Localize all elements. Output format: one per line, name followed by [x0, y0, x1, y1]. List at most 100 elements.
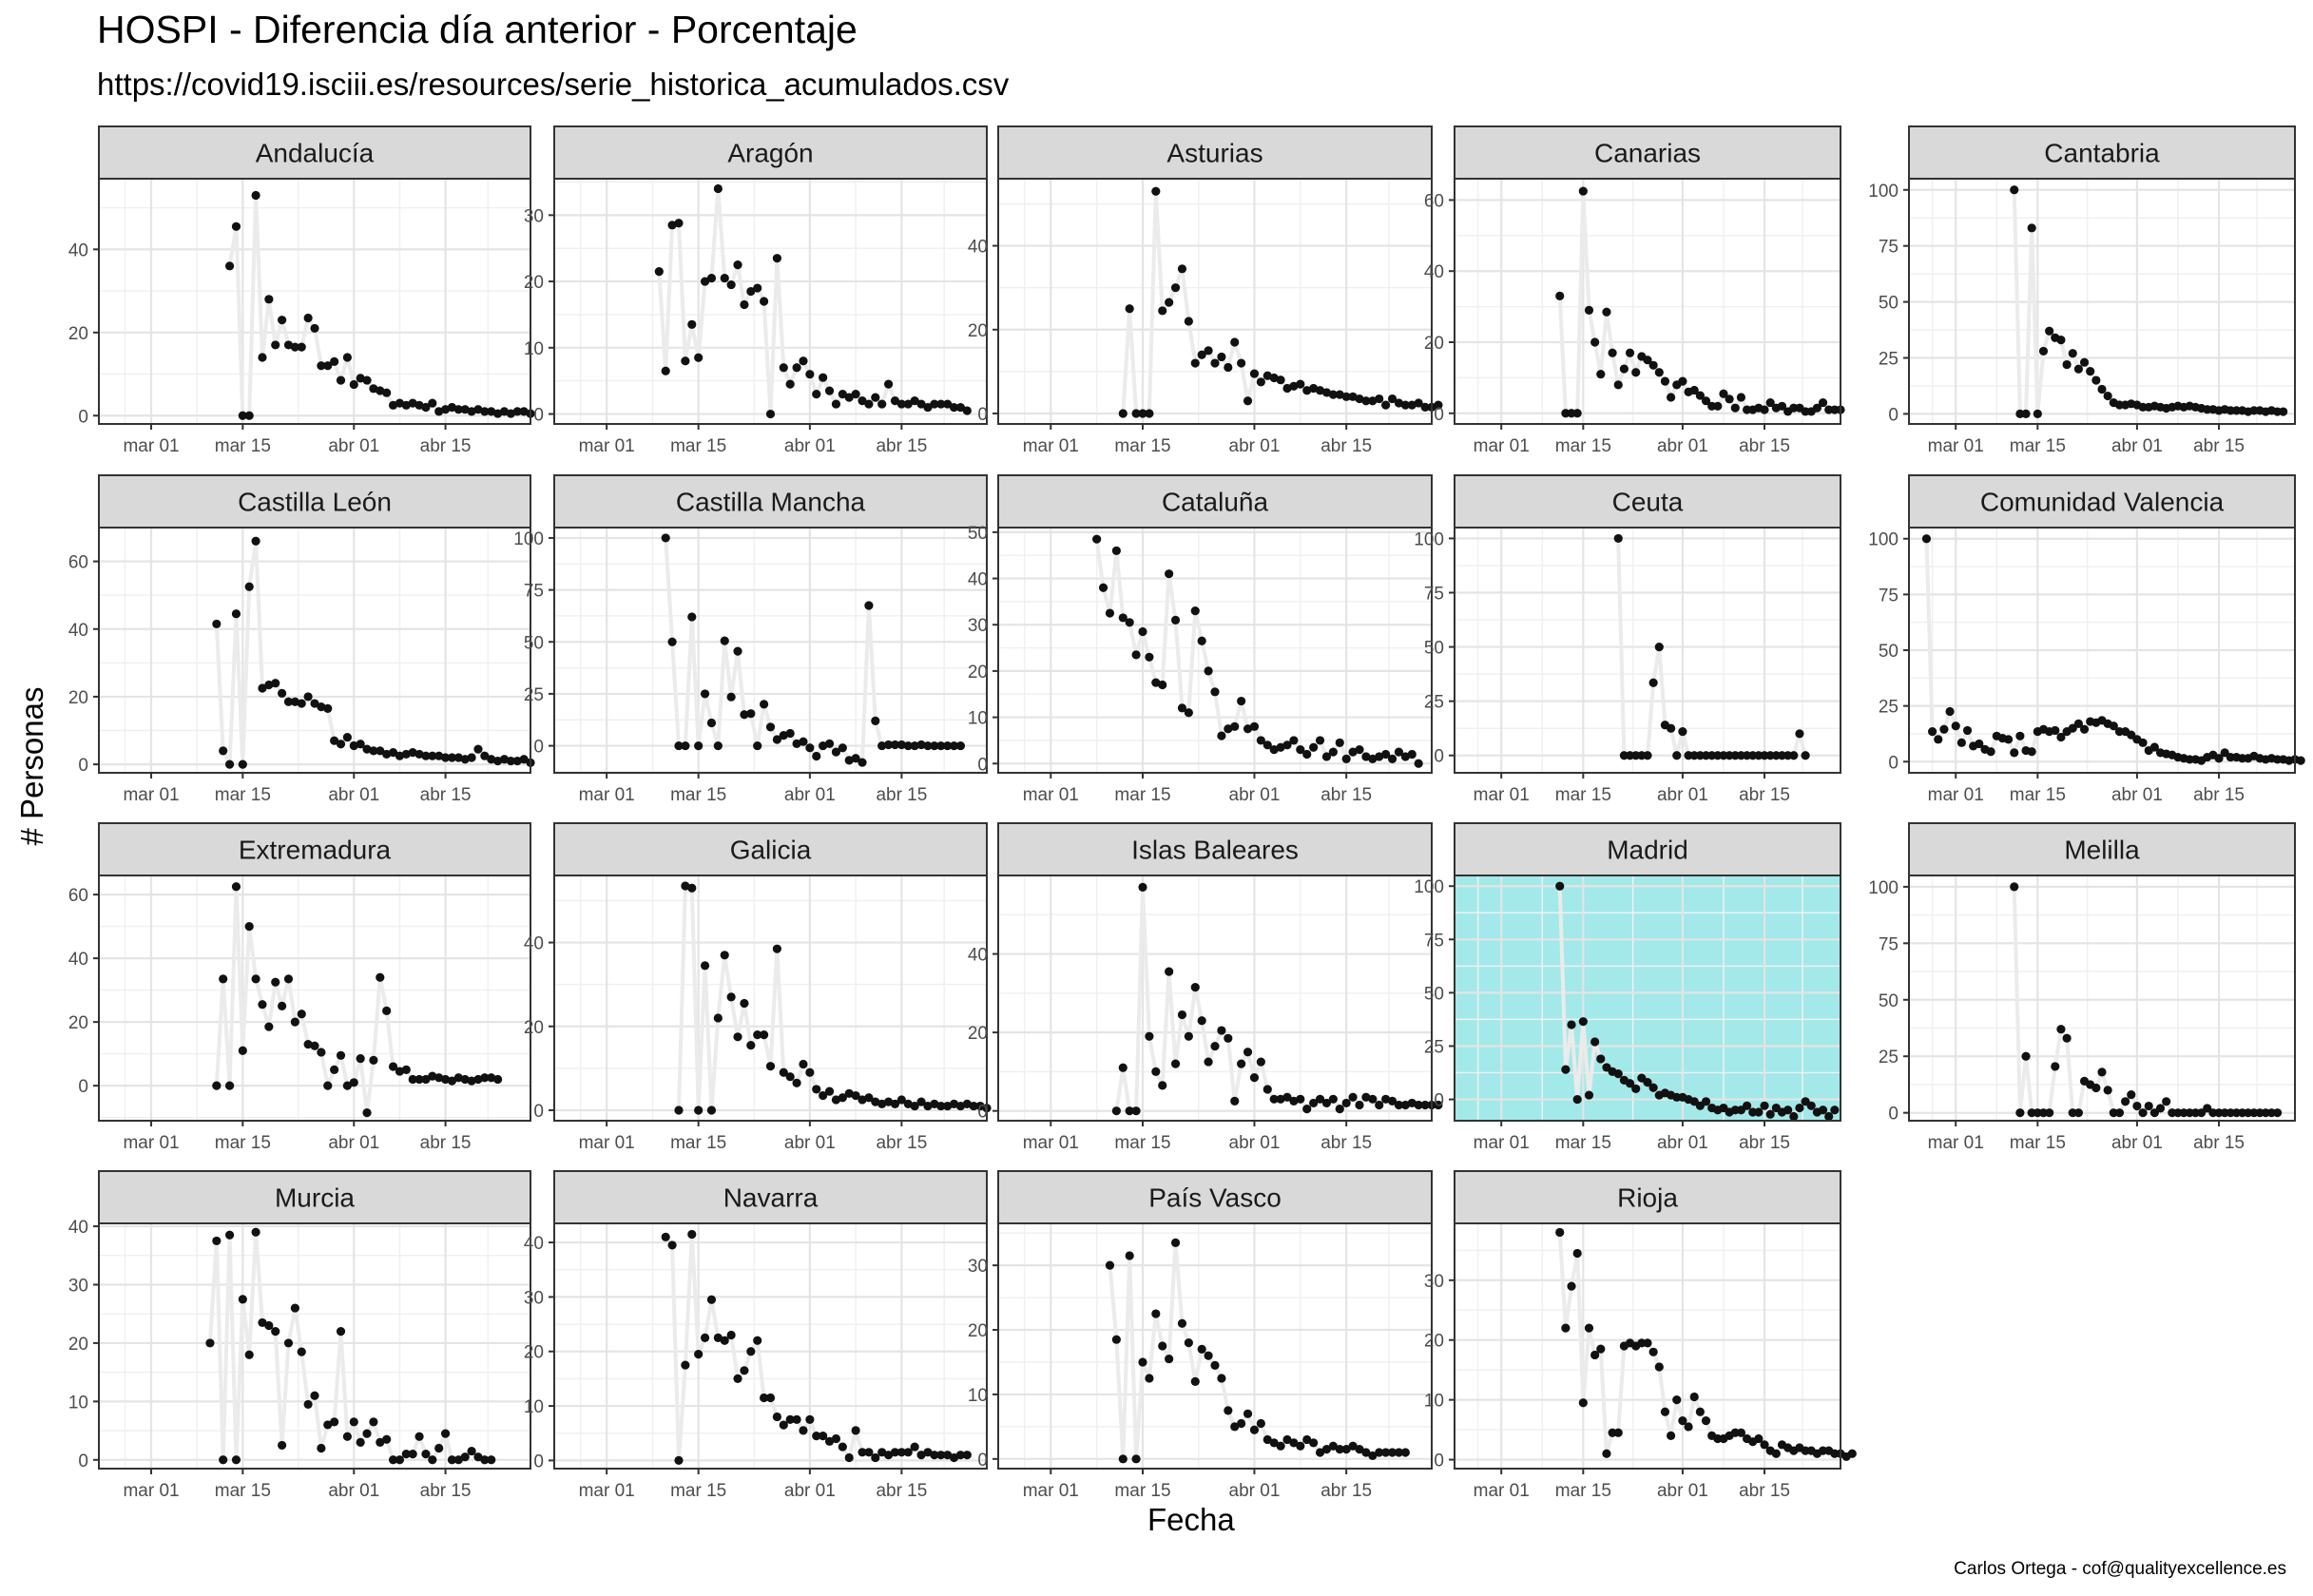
- data-point: [1184, 317, 1193, 326]
- y-tick-label: 20: [968, 1321, 988, 1341]
- data-point: [1321, 752, 1332, 761]
- data-point: [1567, 1281, 1576, 1291]
- data-point: [1754, 1107, 1764, 1117]
- data-point: [1613, 380, 1623, 390]
- facet-strip-label: Cataluña: [1162, 488, 1269, 517]
- data-point: [408, 1450, 417, 1459]
- y-tick-label: 25: [524, 685, 544, 705]
- data-point: [779, 363, 788, 373]
- data-point: [512, 756, 522, 766]
- data-point: [2038, 346, 2049, 356]
- data-point: [726, 1330, 736, 1340]
- facet-strip: [997, 1170, 1433, 1224]
- x-tick-label: abr 15: [2193, 785, 2245, 805]
- data-point: [1387, 754, 1397, 763]
- data-point: [219, 1455, 228, 1465]
- data-point: [772, 1412, 781, 1422]
- data-point: [877, 1448, 887, 1457]
- data-point: [473, 744, 483, 754]
- y-tick-label: 50: [1424, 984, 1444, 1004]
- x-tick-label: abr 01: [1657, 1133, 1708, 1153]
- data-point: [362, 744, 372, 754]
- data-point: [1111, 1335, 1121, 1344]
- data-point: [224, 760, 235, 769]
- y-tick-label: 0: [977, 1451, 988, 1471]
- data-point: [460, 1074, 470, 1085]
- data-point: [674, 740, 684, 751]
- data-point: [1613, 1428, 1623, 1437]
- data-point: [1289, 1096, 1299, 1106]
- data-point: [746, 1347, 756, 1356]
- data-point: [1204, 1351, 1213, 1360]
- data-point: [519, 755, 529, 764]
- data-point: [258, 353, 267, 362]
- data-point: [1276, 1441, 1285, 1451]
- data-point: [760, 1029, 769, 1040]
- data-point: [851, 390, 860, 399]
- data-point: [493, 756, 503, 766]
- data-point: [1282, 740, 1292, 750]
- y-tick-label: 0: [533, 406, 544, 426]
- y-tick-label: 60: [1424, 191, 1444, 211]
- data-point: [1210, 687, 1220, 697]
- data-point: [760, 1393, 769, 1403]
- data-point: [1243, 1048, 1253, 1057]
- data-point: [2010, 748, 2019, 758]
- data-point: [1177, 703, 1187, 713]
- x-tick-label: mar 15: [1555, 1481, 1611, 1501]
- data-point: [2162, 1097, 2171, 1106]
- data-point: [706, 273, 717, 283]
- y-tick-label: 0: [533, 1452, 544, 1471]
- data-point: [864, 601, 874, 610]
- data-point: [949, 1452, 959, 1463]
- facet-strip-label: Asturias: [1166, 139, 1263, 168]
- data-point: [2010, 185, 2019, 195]
- x-tick-label: mar 01: [1023, 436, 1079, 456]
- data-point: [1375, 1448, 1384, 1457]
- x-tick-label: abr 01: [328, 1133, 379, 1153]
- x-tick-label: mar 01: [123, 785, 179, 805]
- y-tick-label: 20: [68, 688, 88, 708]
- x-tick-label: abr 01: [1229, 1481, 1281, 1501]
- data-point: [2155, 1104, 2166, 1113]
- facet-panel: Andalucía 0 20 40 mar 01 mar 15 abr 01 abr 15: [68, 125, 535, 456]
- data-point: [851, 754, 860, 763]
- data-point: [930, 399, 939, 409]
- x-tick-label: abr 01: [784, 436, 836, 456]
- data-point: [493, 1074, 503, 1085]
- data-point: [283, 974, 294, 984]
- data-point: [1795, 1103, 1804, 1113]
- panel-background: [1909, 875, 2295, 1121]
- data-point: [1361, 1092, 1371, 1102]
- data-point: [395, 1455, 405, 1465]
- data-point: [480, 1073, 490, 1083]
- data-point: [212, 1236, 222, 1246]
- data-point: [323, 1420, 333, 1430]
- data-point: [1170, 1059, 1181, 1068]
- data-point: [1224, 1406, 1233, 1415]
- data-point: [890, 1099, 900, 1108]
- x-tick-label: abr 01: [784, 785, 836, 805]
- data-point: [1381, 1448, 1391, 1457]
- panel-border: [1454, 527, 1841, 774]
- data-point: [1348, 1441, 1358, 1451]
- data-point: [1368, 1451, 1378, 1461]
- y-tick-label: 0: [977, 405, 988, 425]
- data-point: [440, 753, 451, 762]
- data-point: [1381, 749, 1391, 760]
- data-point: [499, 755, 510, 764]
- data-point: [1414, 1100, 1423, 1110]
- data-point: [1590, 337, 1600, 347]
- data-point: [1118, 1454, 1128, 1464]
- data-point: [1625, 348, 1635, 357]
- data-point: [1289, 1438, 1299, 1448]
- data-point: [1335, 1445, 1344, 1454]
- data-point: [342, 1432, 352, 1441]
- y-tick-label: 20: [968, 321, 988, 341]
- data-point: [1341, 1445, 1351, 1454]
- data-point: [713, 183, 723, 194]
- data-point: [936, 1451, 946, 1460]
- data-point: [1335, 1105, 1344, 1114]
- panel-border: [1908, 875, 2296, 1122]
